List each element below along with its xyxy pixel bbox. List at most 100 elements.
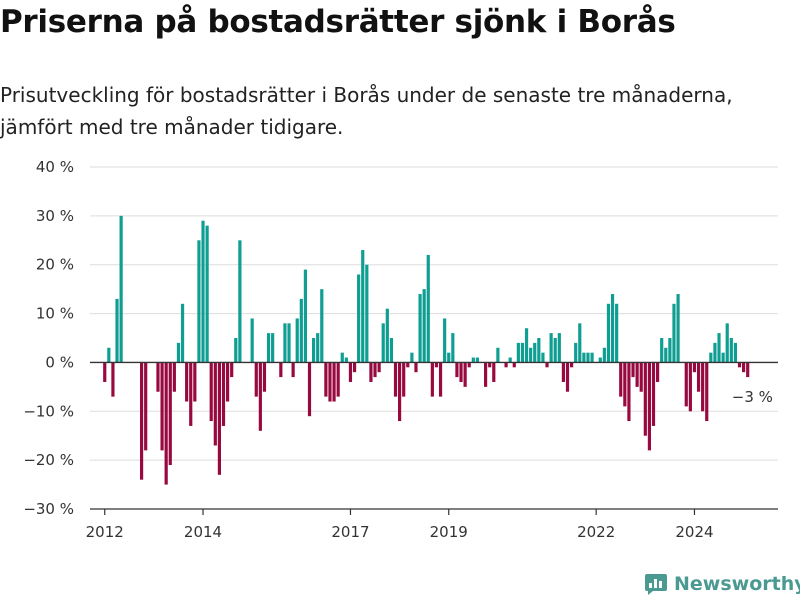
bar: [541, 352, 545, 363]
bar: [664, 347, 668, 363]
bar: [271, 333, 275, 363]
bar: [459, 362, 463, 382]
bar: [316, 333, 320, 363]
bar: [418, 294, 422, 363]
bar: [696, 362, 701, 392]
bar: [529, 347, 533, 363]
bar: [348, 362, 353, 382]
x-tick-label: 2024: [675, 523, 713, 541]
bar: [283, 323, 287, 363]
bar: [226, 362, 230, 402]
bar: [504, 362, 508, 368]
bar: [279, 362, 283, 378]
bar: [115, 298, 119, 363]
bar: [144, 362, 148, 451]
bar: [377, 362, 381, 373]
bar: [320, 289, 324, 363]
bar: [406, 362, 410, 368]
bar: [602, 347, 606, 363]
bar: [455, 362, 459, 378]
bar: [651, 362, 656, 426]
bar: [324, 362, 328, 397]
bar: [684, 362, 688, 407]
bar: [574, 342, 578, 363]
x-axis-ticks: 2012 2014 2017 2019 2022 2024: [86, 509, 714, 541]
bar: [438, 362, 443, 397]
bar: [103, 362, 107, 382]
y-tick-label: −20 %: [23, 451, 74, 469]
bar: [557, 333, 561, 363]
y-tick-label: 10 %: [36, 305, 74, 323]
bar: [639, 362, 643, 392]
bar: [746, 362, 750, 378]
bar: [332, 362, 336, 402]
bar: [156, 362, 160, 392]
bar: [512, 362, 516, 368]
bar: [434, 362, 439, 368]
gridlines: [90, 166, 778, 510]
bar: [303, 269, 307, 363]
bar: [676, 294, 680, 363]
bar: [168, 362, 172, 466]
bar: [627, 362, 631, 422]
bar: [176, 342, 181, 363]
bar: [443, 318, 447, 363]
bar: [291, 362, 295, 378]
bar: [172, 362, 176, 392]
bar: [287, 323, 291, 363]
bar: [668, 338, 672, 363]
bar: [643, 362, 647, 436]
bar: [430, 362, 434, 397]
bar: [410, 352, 414, 363]
bar: [516, 342, 520, 363]
bar: [328, 362, 332, 402]
bar: [537, 338, 541, 363]
bar: [598, 357, 602, 363]
bar: [352, 362, 357, 373]
bar: [447, 352, 451, 363]
bar: [185, 362, 189, 402]
bar: [119, 215, 123, 363]
bar: [492, 362, 496, 382]
x-tick-label: 2012: [86, 523, 124, 541]
chart-subtitle: Prisutveckling för bostadsrätter i Borås…: [0, 83, 733, 139]
bar: [660, 338, 664, 363]
x-tick-label: 2017: [331, 523, 369, 541]
bar: [713, 342, 717, 363]
last-value-annotation: −3 %: [732, 388, 773, 406]
bar: [672, 303, 676, 363]
bar: [471, 357, 475, 363]
bar: [262, 362, 267, 392]
x-tick-label: 2014: [184, 523, 222, 541]
bar: [709, 352, 713, 363]
y-axis-tick-labels: −30 % −20 % −10 % 0 % 10 % 20 % 30 % 40 %: [23, 158, 74, 518]
bar: [361, 250, 365, 363]
bar: [373, 362, 377, 378]
bar: [705, 362, 709, 422]
bar: [393, 362, 398, 397]
y-tick-label: 40 %: [36, 158, 74, 176]
bar: [234, 338, 238, 363]
bars: [103, 215, 750, 485]
bar: [160, 362, 164, 451]
bar: [451, 333, 455, 363]
bar: [426, 254, 430, 363]
bar: [221, 362, 226, 426]
bar: [344, 357, 348, 363]
bar: [107, 347, 111, 363]
bar: [299, 298, 303, 363]
bar: [414, 362, 418, 373]
bar: [111, 362, 115, 397]
bar: [189, 362, 193, 426]
bar: [140, 362, 144, 480]
bar: [733, 342, 737, 363]
bar: [369, 362, 373, 382]
bar: [266, 333, 271, 363]
bar: [692, 362, 697, 373]
bar: [197, 240, 201, 363]
bar: [254, 362, 258, 397]
bar: [381, 323, 385, 363]
bar: [578, 323, 582, 363]
y-tick-label: 30 %: [36, 207, 74, 225]
bar: [717, 333, 721, 363]
